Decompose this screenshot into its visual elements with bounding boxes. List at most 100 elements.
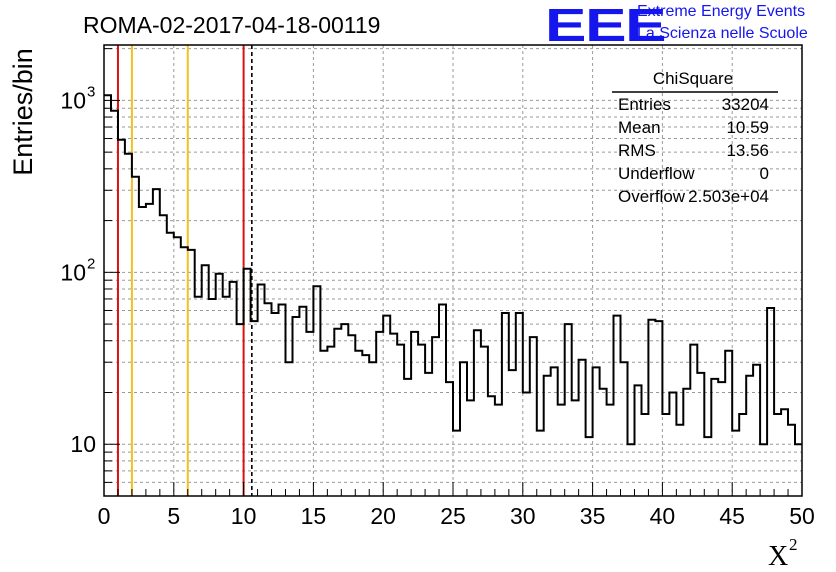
histogram-bin [167,233,174,496]
y-tick-label-exp: 3 [87,83,95,100]
histogram-bin [216,274,223,496]
histogram-bin [760,444,767,496]
histogram-bin [642,414,649,496]
x-tick-label: 25 [440,503,466,529]
y-tick-label: 10 [70,431,96,457]
y-tick-label-base: 10 [70,431,96,457]
histogram-bin [286,362,293,496]
x-tick-label: 40 [650,503,676,529]
histogram-bin [362,355,369,496]
histogram-bin [635,385,642,496]
x-axis-label-base: X [768,541,788,572]
histogram-outline [104,94,802,446]
histogram-bin [265,303,272,496]
histogram-bin [711,379,718,496]
histogram-bin [516,313,523,496]
stats-label: Overflow [618,187,686,206]
histogram-bin [453,431,460,496]
histogram-bin [446,382,453,496]
histogram-bin [551,367,558,496]
histogram-bin [195,297,202,496]
stats-label: RMS [618,141,656,160]
y-tick-label-exp: 2 [87,255,95,272]
histogram-bin [753,365,760,496]
x-tick-label: 10 [231,503,257,529]
histogram-bin [683,389,690,496]
histogram-bin [474,330,481,496]
histogram-bin [125,154,132,496]
histogram-bin [334,329,341,496]
histogram-bin [530,337,537,496]
histogram-bin [488,396,495,496]
histogram-bin [306,332,313,496]
stats-box: ChiSquare Entries 33204 Mean 10.59 RMS 13.56 Un… [612,69,778,206]
histogram [104,94,802,497]
eee-logo-mark: EEE [545,0,667,51]
histogram-bin [202,265,209,496]
histogram-bin [160,215,167,496]
histogram-bin [621,362,628,496]
histogram-bin [607,405,614,496]
histogram-bin [495,405,502,496]
histogram-bin [397,345,404,496]
histogram-bin [251,321,258,496]
histogram-bin [718,382,725,496]
histogram-bin [502,313,509,496]
logo-line-1: Extreme Energy Events [637,3,806,20]
stats-title: ChiSquare [653,69,733,88]
histogram-bin [237,324,244,496]
histogram-bin [781,409,788,496]
histogram-bin [662,414,669,496]
histogram-bin [697,373,704,496]
histogram-bin [104,95,111,496]
y-tick-label: 10 3 [60,83,95,113]
stats-label: Mean [618,118,661,137]
histogram-bin [418,345,425,496]
histogram-bin [327,347,334,496]
stats-value: 10.59 [726,118,769,137]
histogram-bin [244,269,251,496]
histogram-bin [320,351,327,496]
histogram-bin [390,334,397,496]
x-axis-label: X 2 [768,535,798,572]
histogram-bin [704,437,711,496]
histogram-bin [293,317,300,496]
histogram-bin [600,389,607,496]
histogram-bin [572,400,579,496]
histogram-bin [139,207,146,496]
histogram-bin [788,425,795,496]
histogram-bin [299,307,306,496]
stats-value: 13.56 [726,141,769,160]
x-tick-label: 15 [301,503,327,529]
histogram-bin [181,247,188,496]
histogram-bin [690,345,697,496]
histogram-bin [565,324,572,496]
x-axis-label-exp: 2 [789,535,798,554]
x-tick-label: 30 [510,503,536,529]
histogram-bin [795,444,802,496]
stats-value: 33204 [722,95,769,114]
histogram-bin [725,351,732,496]
x-tick-label: 45 [719,503,745,529]
histogram-bin [523,393,530,497]
histogram-bin [432,337,439,496]
y-tick-label: 10 2 [60,255,95,285]
histogram-bin [223,297,230,496]
histogram-bin [669,393,676,497]
histogram-bin [174,237,181,496]
histogram-bin [313,286,320,496]
histogram-bin [376,332,383,496]
histogram-bin [655,321,662,496]
histogram-bin [153,189,160,496]
histogram-bin [209,299,216,496]
stats-value: 0 [760,164,769,183]
histogram-bin [509,370,516,496]
histogram-bin [188,250,195,496]
histogram-bin [481,347,488,496]
histogram-bin [111,111,118,496]
histogram-bin [355,351,362,496]
histogram-bin [467,400,474,496]
histogram-bin [732,431,739,496]
histogram-bin [579,360,586,496]
